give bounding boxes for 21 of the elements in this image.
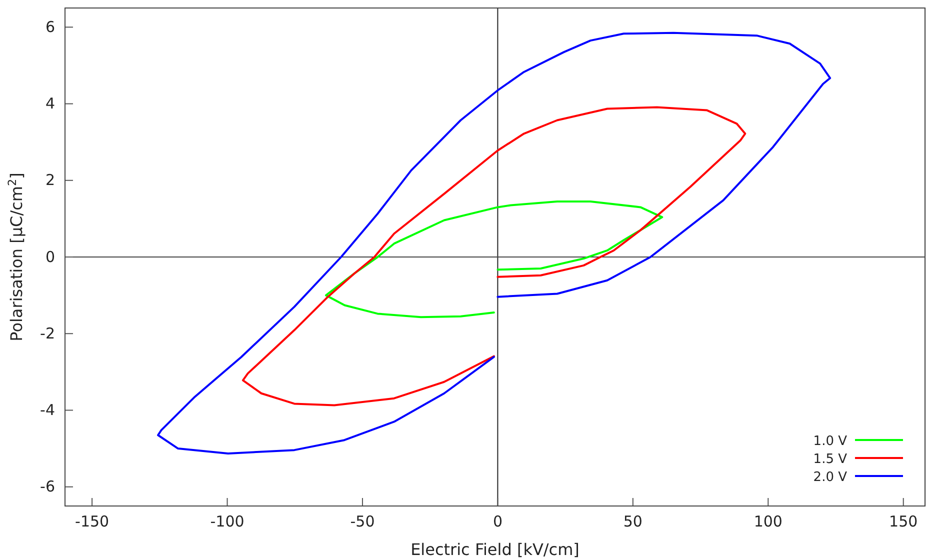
legend-label: 1.0 V <box>813 434 848 449</box>
y-tick-label: 4 <box>45 94 55 113</box>
y-tick-label: 0 <box>45 248 55 266</box>
x-tick-label: 100 <box>754 512 782 531</box>
y-tick-label: -6 <box>40 478 55 496</box>
line-series <box>324 200 664 318</box>
x-axis-title: Electric Field [kV/cm] <box>410 540 580 559</box>
legend-label: 2.0 V <box>813 470 848 485</box>
line-series <box>242 106 746 406</box>
y-tick-label: 6 <box>45 18 55 36</box>
x-tick-label: 0 <box>492 512 502 531</box>
y-tick-label: -4 <box>40 401 55 420</box>
x-tick-label: -100 <box>210 512 244 531</box>
legend-label: 1.5 V <box>813 452 848 467</box>
x-tick-label: -50 <box>350 512 375 531</box>
x-tick-label: 150 <box>889 512 918 531</box>
x-tick-label: -150 <box>75 512 110 531</box>
y-tick-label: -2 <box>40 324 55 342</box>
y-tick-label: 2 <box>45 171 55 190</box>
line-series <box>157 32 832 455</box>
x-tick-label: 50 <box>623 512 642 531</box>
